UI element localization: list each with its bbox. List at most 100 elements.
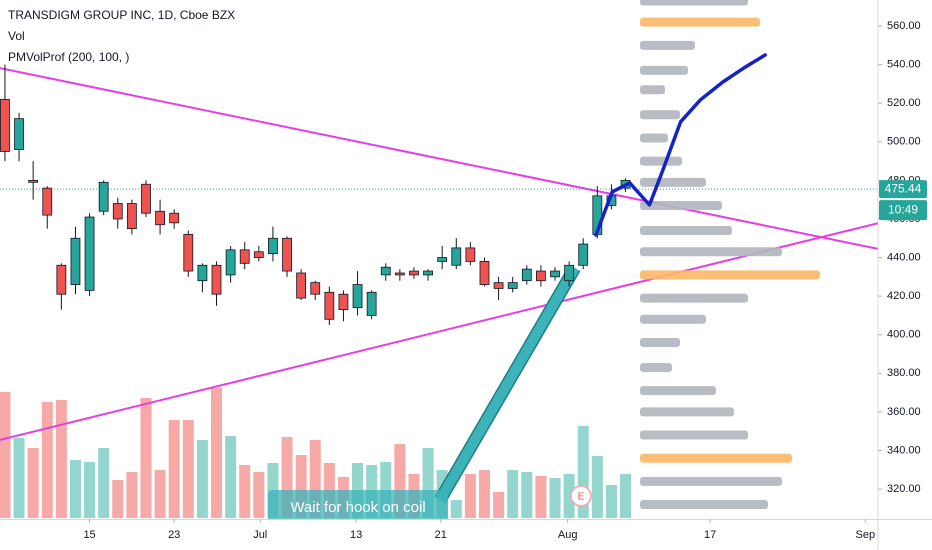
- x-tick-label: Jul: [253, 529, 267, 541]
- candle-body: [239, 249, 250, 264]
- volume-bar: [55, 400, 67, 518]
- volume-bar: [464, 474, 476, 518]
- candle-body: [155, 210, 165, 226]
- y-tick-label: 380.00: [887, 367, 921, 379]
- volume-bar: [620, 474, 632, 518]
- profile-bar: [640, 293, 748, 303]
- indicator-label: Vol: [8, 29, 25, 43]
- profile-bar: [640, 0, 748, 6]
- volume-bar: [84, 462, 96, 518]
- candle-body: [0, 98, 10, 152]
- y-tick-label: 500.00: [887, 136, 921, 148]
- candle-body: [296, 272, 307, 299]
- profile-bar: [640, 430, 748, 440]
- candle-body: [564, 264, 575, 282]
- candle-body: [451, 247, 462, 266]
- volume-bar: [168, 420, 180, 518]
- candle-body: [225, 249, 236, 276]
- volume-bar: [41, 402, 53, 518]
- volume-bar: [239, 465, 251, 518]
- y-tick-label: 420.00: [887, 290, 921, 302]
- volume-bar: [27, 448, 39, 518]
- candle-body: [578, 243, 589, 266]
- volume-bar: [140, 398, 152, 518]
- candle-body: [409, 270, 419, 276]
- candle-body: [493, 282, 504, 289]
- volume-bar: [577, 426, 589, 518]
- y-tick-label: 360.00: [887, 406, 921, 418]
- candle-body: [310, 282, 321, 295]
- volume-bar: [507, 470, 519, 518]
- candle-body: [98, 181, 109, 212]
- profile-bar: [640, 133, 668, 143]
- candle-body: [507, 282, 518, 289]
- y-tick-label: 540.00: [887, 59, 921, 71]
- plot-area: Wait for hook on coil E: [0, 0, 878, 519]
- candle-body: [197, 264, 208, 282]
- candle-body: [352, 284, 363, 309]
- profile-bar: [640, 407, 734, 417]
- candle-body: [141, 183, 151, 214]
- candle-body: [28, 179, 39, 183]
- profile-bar: [640, 110, 680, 120]
- volume-bar: [13, 438, 25, 518]
- volume-bar: [253, 472, 265, 518]
- earnings-marker-label: E: [578, 492, 585, 503]
- volume-bar: [211, 388, 223, 518]
- profile-bar: [640, 363, 672, 373]
- volume-bar: [521, 472, 533, 518]
- profile-bar: [640, 17, 760, 27]
- volume-bar: [605, 485, 617, 518]
- profile-bar: [640, 85, 665, 95]
- y-tick-label: 520.00: [887, 97, 921, 109]
- profile-bar: [640, 200, 722, 210]
- countdown-tag: [879, 200, 927, 221]
- y-tick-label: 400.00: [887, 329, 921, 341]
- candle-body: [324, 291, 335, 320]
- profile-bar: [640, 226, 732, 236]
- profile-bar: [640, 177, 706, 187]
- trendline: [0, 222, 878, 441]
- candle-body: [366, 291, 377, 316]
- candle-body: [380, 266, 391, 276]
- profile-bar: [640, 65, 688, 75]
- x-tick-label: 21: [435, 529, 447, 541]
- y-tick-label: 340.00: [887, 444, 921, 456]
- volume-bar: [394, 444, 406, 518]
- profile-bar: [640, 499, 768, 509]
- candle-body: [394, 272, 405, 276]
- candle-body: [253, 251, 264, 258]
- last-price-label: 475.44: [885, 181, 922, 195]
- volume-bar: [0, 392, 11, 518]
- projection-curve: [594, 53, 767, 237]
- volume-bar: [591, 456, 603, 518]
- countdown-label: 10:49: [888, 202, 918, 216]
- annotation-text: Wait for hook on coil: [290, 499, 425, 516]
- profile-bar: [640, 476, 782, 486]
- y-tick-label: 440.00: [887, 251, 921, 263]
- profile-bar: [640, 337, 680, 347]
- profile-bar: [640, 156, 682, 166]
- candle-body: [338, 293, 349, 311]
- candle-body: [211, 264, 222, 295]
- volume-bar: [98, 448, 110, 518]
- candle-body: [536, 270, 546, 282]
- volume-bar: [154, 470, 166, 518]
- volume-bar: [549, 478, 561, 518]
- arrow: [435, 265, 580, 503]
- candle-body: [479, 261, 490, 285]
- y-tick-label: 560.00: [887, 20, 921, 32]
- volume-bar: [69, 460, 81, 518]
- last-price-tag: [879, 180, 927, 199]
- candle-body: [126, 203, 137, 230]
- volume-bar: [112, 480, 124, 518]
- candle-body: [169, 212, 180, 224]
- profile-bar: [640, 386, 716, 396]
- volume-bar: [295, 455, 307, 518]
- volume-bar: [422, 448, 434, 518]
- candle-body: [465, 247, 476, 262]
- earnings-marker: [570, 485, 592, 507]
- x-tick-label: 17: [704, 529, 716, 541]
